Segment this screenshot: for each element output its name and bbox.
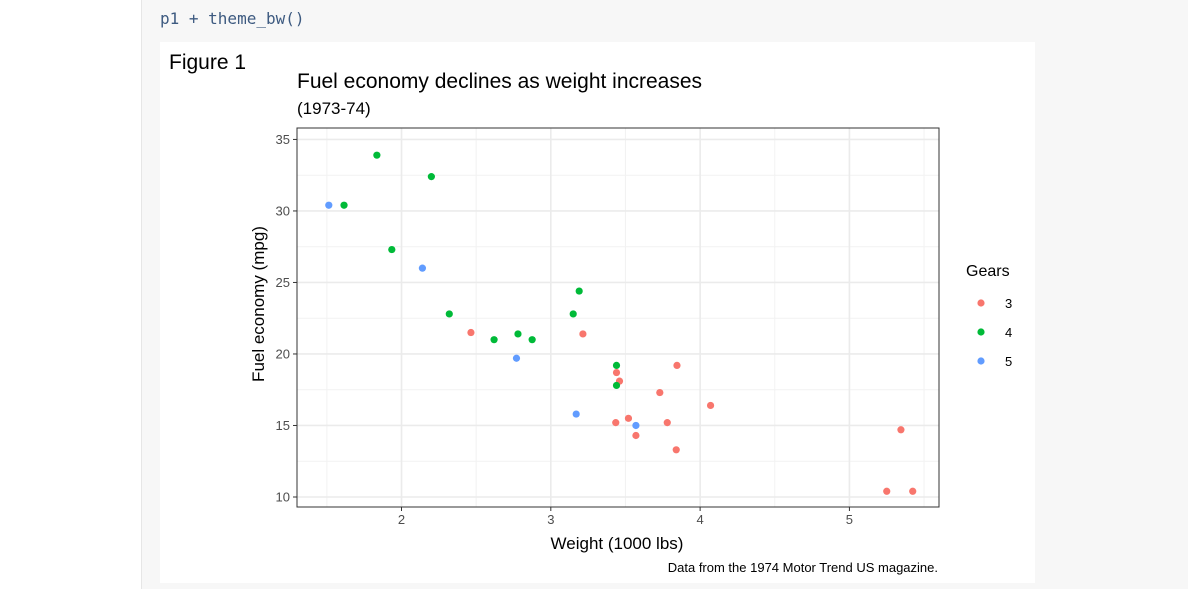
legend-title: Gears xyxy=(966,263,1010,280)
data-point-gear-3 xyxy=(673,361,681,370)
data-point-gear-4 xyxy=(373,151,381,159)
data-point-gear-3 xyxy=(656,388,664,397)
data-point-gear-3 xyxy=(883,487,891,495)
data-point-gear-4 xyxy=(575,287,583,295)
data-point-gear-3 xyxy=(579,330,587,338)
x-tick-label: 3 xyxy=(547,512,554,527)
x-axis-label: Weight (1000 lbs) xyxy=(551,534,684,553)
data-points xyxy=(325,151,917,495)
x-tick-label: 2 xyxy=(398,512,405,527)
data-point-gear-4 xyxy=(388,245,396,254)
y-tick-label: 15 xyxy=(276,418,290,433)
data-point-gear-3 xyxy=(467,328,475,337)
legend-key-5 xyxy=(977,357,985,365)
notebook-cell: p1 + theme_bw() Figure 1 Fuel economy de… xyxy=(141,0,1188,589)
data-point-gear-4 xyxy=(612,381,621,390)
legend-label-3: 3 xyxy=(1005,296,1012,311)
x-tick-label: 4 xyxy=(696,512,703,527)
y-axis-ticks: 10 15 20 25 30 35 xyxy=(276,132,297,504)
legend-key-4 xyxy=(977,328,985,336)
data-point-gear-4 xyxy=(490,336,498,344)
data-point-gear-4 xyxy=(528,336,536,344)
x-axis-ticks: 2 3 4 5 xyxy=(398,507,853,527)
legend: Gears 3 4 5 xyxy=(966,263,1012,369)
legend-key-3 xyxy=(977,299,985,307)
data-point-gear-4 xyxy=(612,361,621,370)
y-axis-label: Fuel economy (mpg) xyxy=(249,226,268,382)
data-point-gear-5 xyxy=(325,201,333,209)
y-tick-label: 20 xyxy=(276,346,290,361)
chart-caption: Data from the 1974 Motor Trend US magazi… xyxy=(668,560,938,575)
grid-minor xyxy=(297,128,939,507)
data-point-gear-3 xyxy=(672,446,680,454)
data-point-gear-3 xyxy=(632,431,640,440)
data-point-gear-4 xyxy=(569,310,577,318)
panel-border xyxy=(296,127,940,508)
legend-label-4: 4 xyxy=(1005,325,1012,340)
data-point-gear-3 xyxy=(897,426,905,434)
grid-major xyxy=(297,128,939,507)
data-point-gear-5 xyxy=(632,421,640,430)
y-tick-label: 25 xyxy=(276,275,290,290)
y-tick-label: 10 xyxy=(276,489,290,504)
y-tick-label: 35 xyxy=(276,132,290,147)
data-point-gear-4 xyxy=(427,173,435,181)
data-point-gear-5 xyxy=(572,410,580,418)
plot-output: Figure 1 Fuel economy declines as weight… xyxy=(160,42,1035,583)
data-point-gear-3 xyxy=(624,414,633,422)
legend-label-5: 5 xyxy=(1005,354,1012,369)
code-line[interactable]: p1 + theme_bw() xyxy=(160,9,305,28)
scatter-chart: Figure 1 Fuel economy declines as weight… xyxy=(169,51,1012,575)
data-point-gear-3 xyxy=(612,419,620,427)
data-point-gear-3 xyxy=(706,401,715,410)
x-tick-label: 5 xyxy=(846,512,853,527)
figure-tag: Figure 1 xyxy=(169,51,246,74)
chart-title: Fuel economy declines as weight increase… xyxy=(297,70,702,93)
data-point-gear-4 xyxy=(514,330,522,338)
y-tick-label: 30 xyxy=(276,203,290,218)
data-point-gear-5 xyxy=(512,354,521,362)
data-point-gear-4 xyxy=(340,201,348,209)
data-point-gear-4 xyxy=(445,310,453,318)
chart-subtitle: (1973-74) xyxy=(297,99,371,118)
data-point-gear-5 xyxy=(418,264,427,272)
data-point-gear-3 xyxy=(612,368,621,377)
data-point-gear-3 xyxy=(663,419,671,427)
data-point-gear-3 xyxy=(909,487,917,495)
